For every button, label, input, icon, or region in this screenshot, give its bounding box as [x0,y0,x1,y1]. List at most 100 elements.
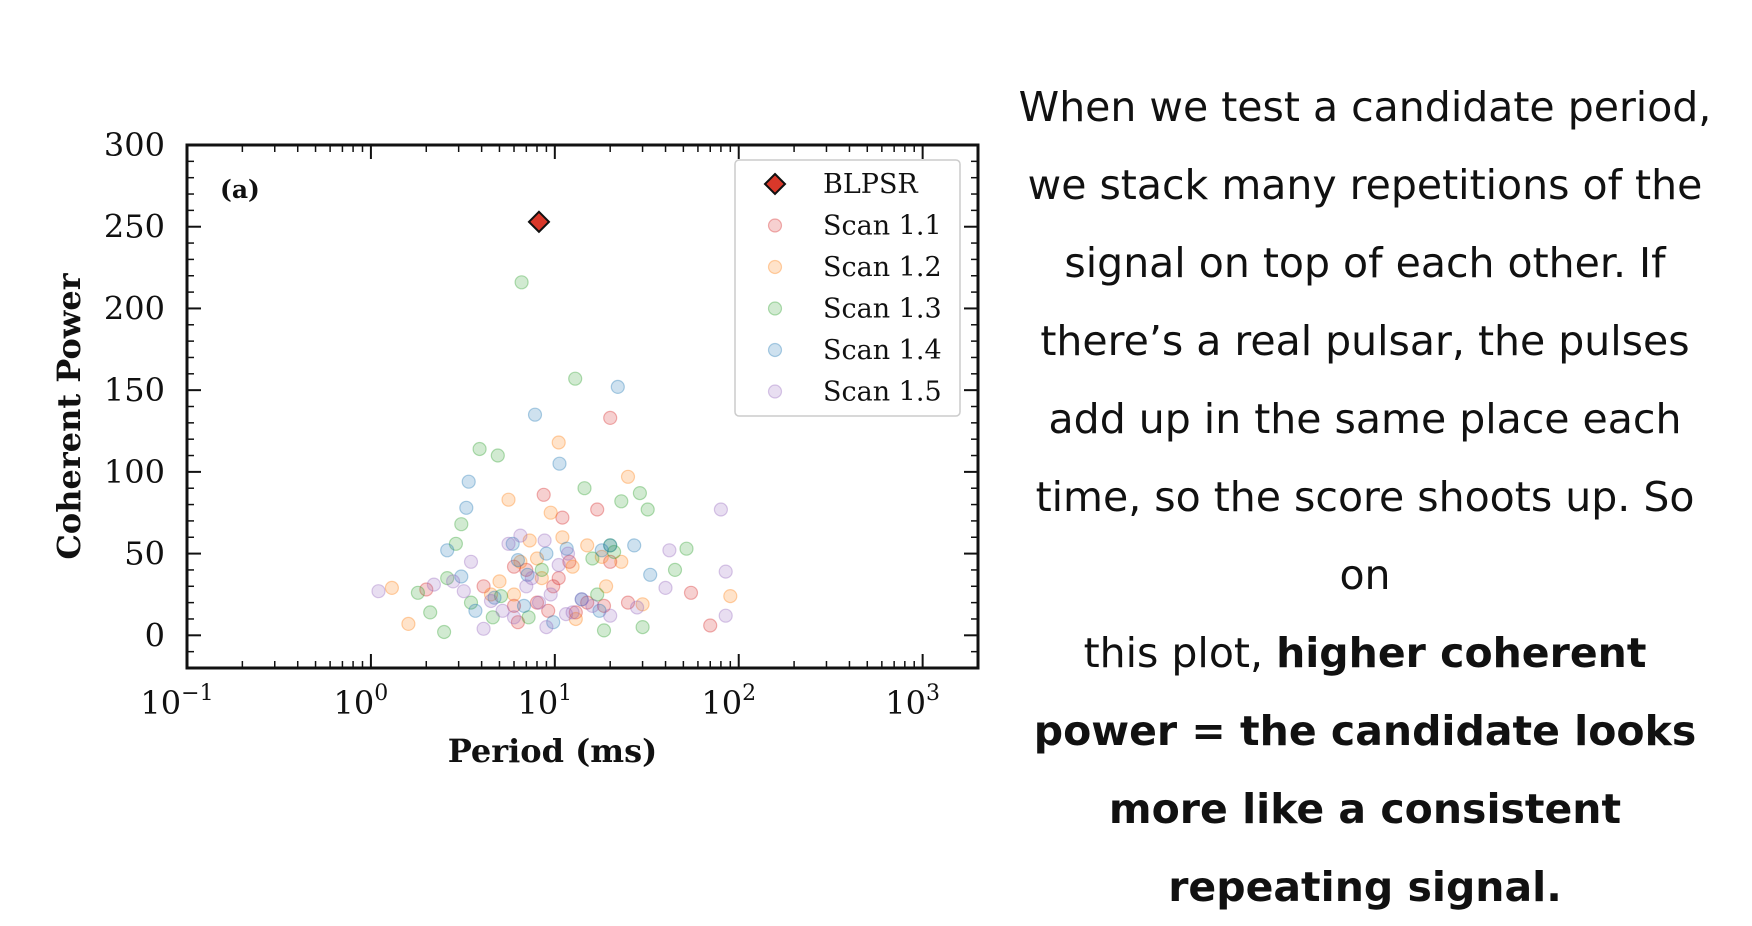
scatter-point [603,538,618,553]
scatter-point [534,562,549,578]
scatter-point [423,605,438,620]
scatter-point [522,533,537,548]
legend-marker [767,384,783,399]
scatter-point [629,600,645,615]
scatter-point [596,623,612,638]
scatter-point [501,536,516,551]
scatter-point [574,592,589,607]
scatter-point [426,577,441,592]
explanation-emphasis: higher coherent [1276,629,1647,677]
scatter-point [603,608,618,623]
scatter-point [529,551,545,566]
y-tick-label: 50 [124,535,165,573]
x-tick-label: 101 [517,681,572,722]
scatter-point [546,615,561,630]
scatter-point [662,543,677,558]
scatter-point [524,570,539,586]
scatter-point [384,580,399,596]
scatter-point [537,533,552,548]
scatter-point [558,606,574,622]
scatter-point [643,567,658,582]
scatter-point [551,435,566,450]
scatter-point [493,588,509,604]
scatter-point [551,570,566,586]
y-axis-label: Coherent Power [50,272,88,559]
scatter-point [606,544,622,560]
scatter-point [590,587,605,602]
scatter-point [506,587,522,602]
scatter-point [568,371,583,386]
scatter-point [551,557,566,573]
legend-box [734,159,961,417]
scatter-point [565,559,580,574]
scatter-point [505,536,520,551]
y-tick-label: 200 [104,289,165,327]
scatter-point [419,582,434,597]
scatter-point [718,608,733,623]
scatter-point [592,603,607,618]
scatter-point [410,585,425,600]
highlight-point [527,210,551,234]
legend-label: Scan 1.3 [823,294,942,325]
scatter-point [614,554,629,569]
scatter-point [594,549,609,565]
scatter-point [440,570,455,586]
scatter-point [640,502,655,517]
x-tick-label: 10−1 [140,681,213,722]
scatter-point [468,603,483,618]
scatter-point [476,621,491,636]
scatter-point [546,579,561,594]
explanation-text: When we test a candidate period, we stac… [1005,68,1725,926]
scatter-point [492,574,507,589]
scatter-point [560,546,576,561]
scatter-point [658,580,673,596]
explanation-line: power = the candidate looks [1005,692,1725,770]
scatter-point [620,595,636,610]
scatter-point [713,502,729,517]
x-tick-label: 100 [334,681,389,722]
scatter-point [510,615,526,630]
explanation-line: there’s a real pulsar, the pulses [1040,317,1690,365]
scatter-point [520,567,535,582]
x-tick-label: 102 [701,681,756,722]
scatter-point [514,275,529,290]
scatter-point [521,610,536,625]
explanation-line: this plot, higher coherent [1005,614,1725,692]
scatter-point [568,611,583,627]
scatter-point [603,554,618,569]
scatter-point [519,579,534,594]
scatter-point [603,538,618,553]
legend-label: Scan 1.5 [823,377,942,408]
scatter-point [598,579,614,594]
explanation-line: repeating signal. [1005,848,1725,926]
scatter-point [555,510,570,525]
scatter-point [476,579,491,594]
scatter-point [371,584,386,599]
scatter-point [635,597,650,612]
x-tick-label: 103 [885,681,940,722]
scatter-point [510,552,526,568]
scatter-point [513,554,528,569]
scatter-chart-panel: 0 50 100 150 200 250 300 10−1 100 101 102 103 Period… [50,126,980,770]
scatter-point [463,595,479,610]
scatter-point [531,595,547,610]
scatter-point [501,492,516,507]
scatter-point [703,618,718,633]
scatter-point [580,595,595,610]
legend-marker [767,218,783,233]
legend-label: BLPSR [823,169,918,200]
explanation-plain: this plot, [1083,629,1277,677]
scatter-point [401,616,416,632]
scatter-point [568,605,583,620]
y-tick-label: 300 [104,126,165,164]
scatter-point [513,528,528,543]
explanation-emphasis: repeating signal. [1168,863,1562,911]
legend-marker [767,301,783,316]
y-tick-label: 150 [104,371,165,409]
scatter-point [516,598,532,614]
scatter-point [632,486,648,501]
x-axis-label: Period (ms) [448,732,658,770]
scatter-point [506,559,522,574]
scatter-point [539,619,554,635]
explanation-emphasis: power = the candidate looks [1033,707,1697,755]
